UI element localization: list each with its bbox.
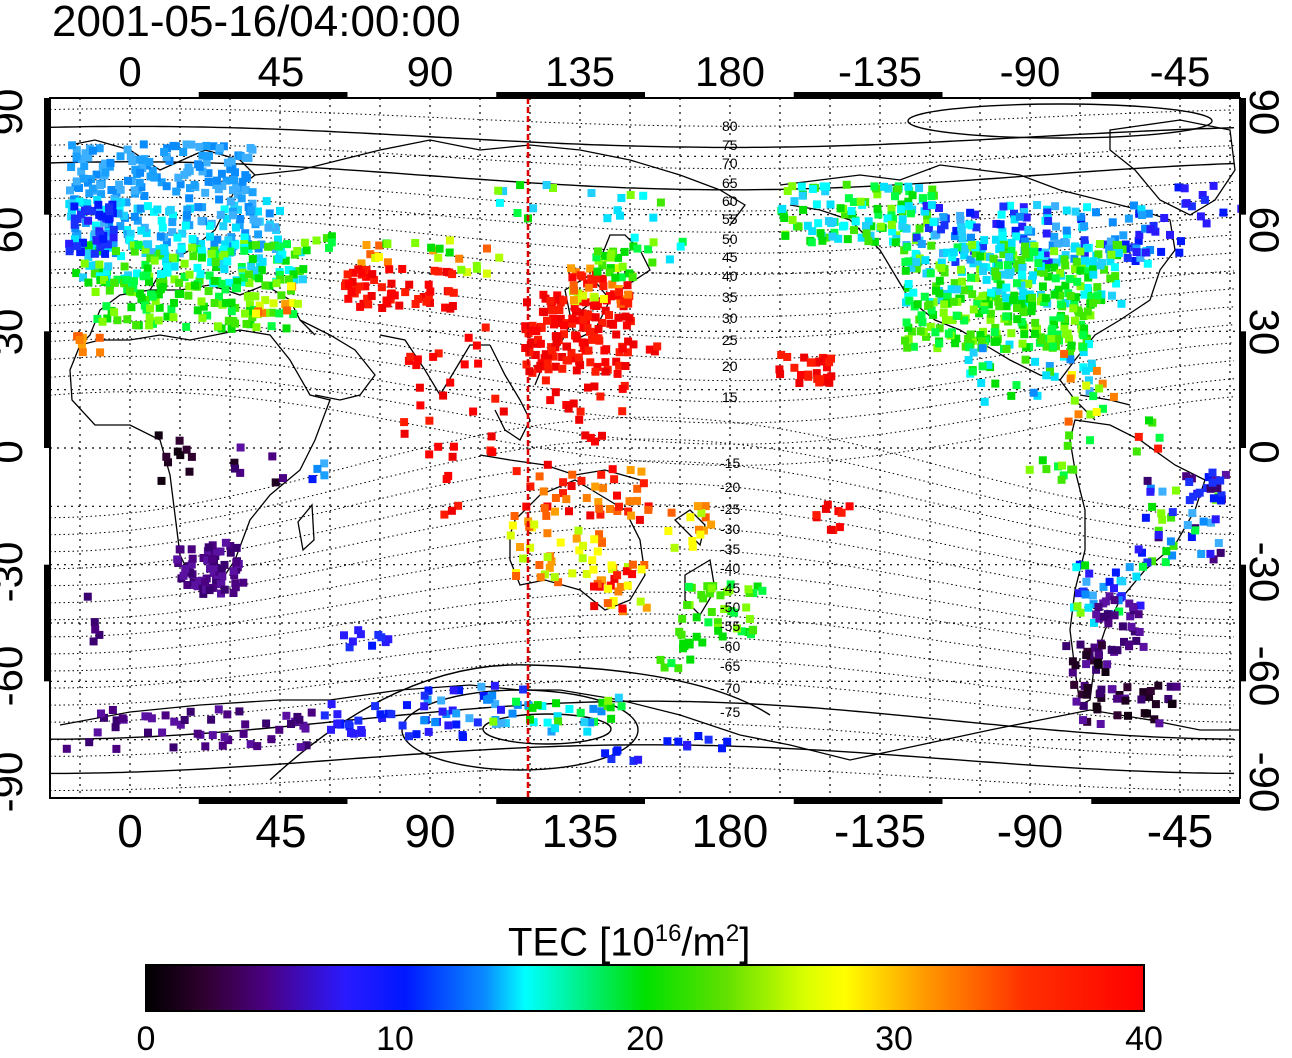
top-lon-tick-180: 180 [694,48,766,95]
mag-lat-label: 75 [722,137,738,153]
mag-lat-label: -20 [720,479,740,495]
tec-data-pixels [62,140,1240,765]
mag-lat-label: -70 [720,680,740,696]
bottom-lon-tick-m45: -45 [1146,805,1214,857]
mag-lat-label: -25 [720,501,740,517]
bottom-lon-tick-90: 90 [404,805,456,857]
top-lon-tick-m45: -45 [1149,48,1211,95]
mag-lat-label: 25 [722,332,738,348]
bottom-lon-tick-45: 45 [255,805,307,857]
top-lon-tick-m135: -135 [837,48,923,95]
mag-lat-label: 65 [722,175,738,191]
colorbar [145,964,1145,1012]
bottom-lon-tick-0: 0 [117,805,143,857]
mag-lat-label: 30 [722,310,738,326]
colorbar-tick-0: 0 [136,1020,156,1058]
mag-lat-label: -65 [720,658,740,674]
mag-lat-label: 50 [722,231,738,247]
top-lon-tick-m90: -90 [999,48,1061,95]
mag-lat-label: -45 [720,580,740,596]
mag-lat-label: -40 [720,560,740,576]
mag-lat-label: -35 [720,541,740,557]
bottom-lon-tick-135: 135 [541,805,619,857]
mag-lat-label: 80 [722,118,738,134]
colorbar-tick-40: 40 [1125,1020,1163,1058]
mag-lat-label: 60 [722,193,738,209]
mag-lat-label: 70 [722,155,738,171]
bottom-lon-tick-180: 180 [691,805,769,857]
mag-lat-label: -60 [720,638,740,654]
bottom-lon-tick-m90: -90 [996,805,1064,857]
mag-lat-label: 15 [722,389,738,405]
mag-lat-label: 35 [722,289,738,305]
colorbar-tick-10: 10 [376,1020,414,1058]
bottom-lon-tick-m135: -135 [833,805,927,857]
magnetic-latitude-contours [50,103,1235,791]
colorbar-label: TEC [1016/m2] [508,920,751,965]
mag-lat-label: 40 [722,268,738,284]
map-title: 2001-05-16/04:00:00 [52,0,461,46]
top-lon-tick-90: 90 [406,48,454,95]
top-lon-tick-135: 135 [544,48,616,95]
mag-lat-label: -50 [720,599,740,615]
mag-lat-label: 55 [722,211,738,227]
mag-lat-label: -30 [720,521,740,537]
top-lon-tick-45: 45 [257,48,305,95]
mag-lat-label: 20 [722,358,738,374]
colorbar-tick-20: 20 [626,1020,664,1058]
mag-lat-label: -55 [720,618,740,634]
magnetic-latitude-labels: 80 75 70 65 60 55 50 45 40 35 30 25 20 15 -15 -20 -25 -30… [720,118,740,720]
map-frame [44,92,1246,804]
mag-lat-label: 45 [722,249,738,265]
mag-lat-label: -75 [720,704,740,720]
top-lon-tick-0: 0 [118,48,142,95]
colorbar-tick-30: 30 [875,1020,913,1058]
mag-lat-label: -15 [720,455,740,471]
